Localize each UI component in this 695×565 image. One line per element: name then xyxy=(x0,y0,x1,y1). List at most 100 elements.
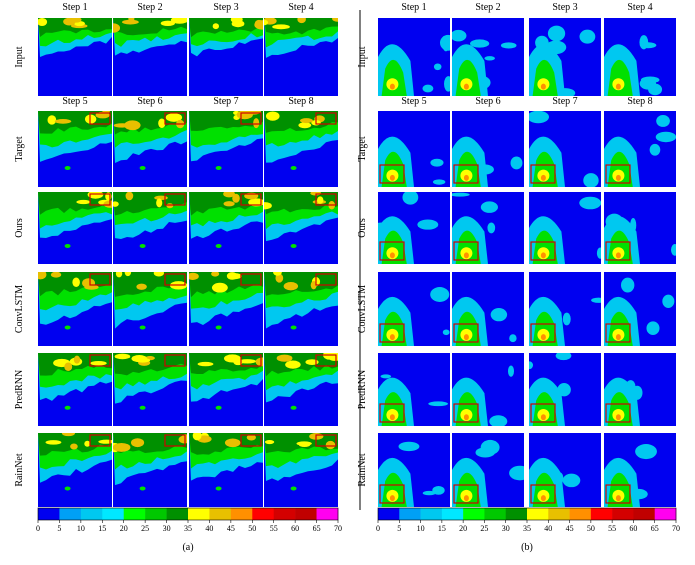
rain-spot xyxy=(139,166,146,170)
radar-image xyxy=(604,111,676,187)
rain-core xyxy=(211,272,220,277)
rain-core xyxy=(50,272,62,278)
radar-image xyxy=(264,192,338,264)
colorbar-segment xyxy=(316,508,339,520)
rain-core xyxy=(285,360,301,369)
rain-core xyxy=(540,414,546,421)
colorbar-segment xyxy=(569,508,592,520)
highlight-box xyxy=(315,354,337,367)
rain-core xyxy=(154,195,168,200)
radar-image xyxy=(452,18,524,96)
rain-core xyxy=(84,114,97,124)
rain-core xyxy=(189,272,199,280)
rain-spot xyxy=(215,166,222,170)
radar-image xyxy=(529,192,601,264)
step-label: Step 1 xyxy=(401,2,426,13)
rain-core xyxy=(253,118,260,129)
row-label: Target xyxy=(14,136,25,161)
rain-region xyxy=(510,156,523,170)
highlight-box xyxy=(164,354,186,367)
rain-region xyxy=(398,441,420,452)
highlight-box xyxy=(89,273,111,286)
radar-image xyxy=(113,111,187,187)
highlight-box xyxy=(315,273,337,286)
radar-image xyxy=(604,192,676,264)
step-label: Step 8 xyxy=(627,96,652,107)
rain-region xyxy=(649,143,661,156)
colorbar-tick-label: 0 xyxy=(36,524,40,533)
colorbar-segment xyxy=(80,508,103,520)
colorbar-tick-label: 40 xyxy=(544,524,552,533)
highlight-box xyxy=(315,112,337,125)
step-label: Step 1 xyxy=(62,2,87,13)
highlight-box xyxy=(530,164,556,184)
rain-core xyxy=(283,281,299,291)
radar-image xyxy=(189,272,263,346)
colorbar-tick-label: 15 xyxy=(438,524,446,533)
radar-image xyxy=(189,18,263,96)
rain-core xyxy=(114,353,131,360)
row-label: Input xyxy=(357,46,368,67)
rain-region xyxy=(480,201,498,213)
colorbar-tick-label: 35 xyxy=(523,524,531,533)
highlight-box xyxy=(240,273,262,286)
rain-core xyxy=(232,193,240,203)
rain-region xyxy=(442,41,449,52)
rain-spot xyxy=(64,325,71,330)
colorbar-segment xyxy=(102,508,125,520)
colorbar-segment xyxy=(548,508,570,520)
colorbar-tick-label: 50 xyxy=(587,524,595,533)
rain-region xyxy=(444,76,450,92)
radar-image xyxy=(38,272,112,346)
radar-image xyxy=(264,433,338,507)
rain-core xyxy=(248,198,263,207)
rain-region xyxy=(430,158,444,167)
highlight-box xyxy=(379,323,405,343)
colorbar-tick-label: 70 xyxy=(672,524,680,533)
rain-core xyxy=(389,174,395,181)
highlight-box xyxy=(530,241,556,261)
rain-region xyxy=(422,490,436,496)
highlight-box xyxy=(379,241,405,261)
step-label: Step 6 xyxy=(475,96,500,107)
rain-core xyxy=(90,360,107,366)
rain-region xyxy=(639,35,649,50)
rain-region xyxy=(529,111,550,124)
colorbar-segment xyxy=(166,508,189,520)
rain-core xyxy=(325,440,336,450)
rain-region xyxy=(547,25,566,42)
colorbar-tick-label: 40 xyxy=(205,524,213,533)
rain-region xyxy=(422,84,434,93)
step-label: Step 7 xyxy=(552,96,577,107)
rain-core xyxy=(197,361,214,367)
rain-spot xyxy=(290,486,297,491)
rain-core xyxy=(113,442,131,452)
rain-region xyxy=(417,219,439,230)
rain-core xyxy=(276,354,293,362)
panel-caption: (a) xyxy=(182,542,193,553)
rain-region xyxy=(596,247,601,259)
rain-spot xyxy=(64,166,71,170)
colorbar-segment xyxy=(484,508,507,520)
rain-region xyxy=(583,173,599,187)
rain-core xyxy=(125,192,134,201)
colorbar-segment xyxy=(463,508,485,520)
rain-core xyxy=(130,438,145,448)
highlight-box xyxy=(605,484,631,504)
rain-core xyxy=(158,118,166,128)
rain-core xyxy=(246,434,256,441)
highlight-box xyxy=(315,434,337,447)
radar-image xyxy=(378,272,450,346)
rain-core xyxy=(113,23,121,33)
rain-core xyxy=(463,174,469,181)
step-label: Step 5 xyxy=(62,96,87,107)
colorbar-segment xyxy=(378,508,400,520)
radar-image xyxy=(189,192,263,264)
radar-image xyxy=(604,18,676,96)
colorbar-tick-label: 65 xyxy=(651,524,659,533)
rain-core xyxy=(165,113,183,122)
rain-core xyxy=(615,83,621,90)
rain-region xyxy=(380,374,392,379)
rain-region xyxy=(640,76,660,84)
